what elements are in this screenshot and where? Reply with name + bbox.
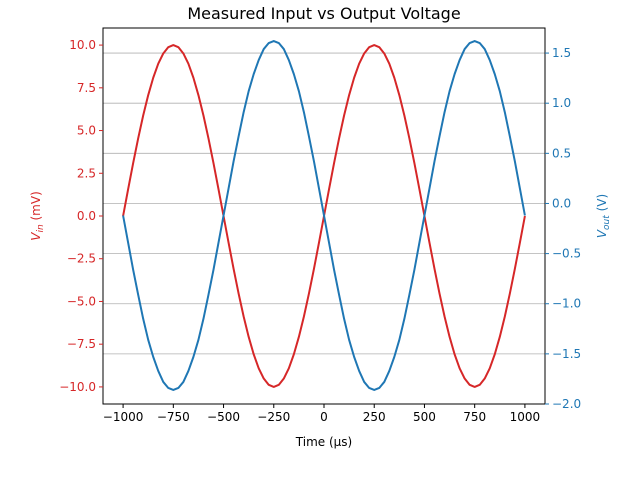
y-left-label-sub: in <box>36 224 46 233</box>
y-right-label-unit: (V) <box>595 194 609 215</box>
y-left-tick-label: 5.0 <box>77 124 96 138</box>
series-layer <box>122 40 526 391</box>
y-left-tick-label: 2.5 <box>77 166 96 180</box>
x-tick-label: −1000 <box>103 410 144 424</box>
x-axis-label: Time (μs) <box>295 435 352 449</box>
vout-line <box>122 40 526 391</box>
y-right-tick-label: −0.5 <box>552 247 581 261</box>
y-left-label-base: V <box>29 232 43 241</box>
y-right-tick-label: −1.5 <box>552 347 581 361</box>
y-right-tick-label: 1.0 <box>552 96 571 110</box>
y-left-tick-label: 10.0 <box>69 38 96 52</box>
x-tick-label: 0 <box>320 410 328 424</box>
y-left-label-unit: (mV) <box>29 191 43 224</box>
y-right-tick-label: 0.0 <box>552 196 571 210</box>
y-left-tick-label: 7.5 <box>77 81 96 95</box>
x-tick-label: −250 <box>257 410 290 424</box>
x-tick-label: 750 <box>463 410 486 424</box>
y-right-axis-label: Vout (V) <box>595 194 612 238</box>
y-right-tick-label: −2.0 <box>552 397 581 411</box>
y-right-axis: −2.0 −1.5 −1.0 −0.5 0.0 0.5 1.0 1.5 <box>545 46 581 411</box>
y-right-tick-label: 0.5 <box>552 146 571 160</box>
y-left-tick-label: −5.0 <box>67 294 96 308</box>
y-right-tick-label: −1.0 <box>552 297 581 311</box>
y-left-axis: −10.0 −7.5 −5.0 −2.5 0.0 2.5 5.0 7.5 10.0 <box>59 38 103 394</box>
y-left-tick-label: −10.0 <box>59 380 96 394</box>
y-left-tick-label: −2.5 <box>67 252 96 266</box>
grid <box>103 52 545 405</box>
y-left-tick-label: 0.0 <box>77 209 96 223</box>
y-right-label-base: V <box>595 229 609 238</box>
y-right-tick-label: 1.5 <box>552 46 571 60</box>
x-tick-label: 250 <box>363 410 386 424</box>
x-tick-label: −750 <box>157 410 190 424</box>
x-tick-label: 500 <box>413 410 436 424</box>
y-left-tick-label: −7.5 <box>67 337 96 351</box>
x-tick-label: 1000 <box>510 410 541 424</box>
y-right-label-sub: out <box>602 215 612 230</box>
chart-title: Measured Input vs Output Voltage <box>187 4 460 23</box>
x-tick-label: −500 <box>207 410 240 424</box>
x-axis: −1000 −750 −500 −250 0 250 500 750 1000 <box>103 404 540 424</box>
y-left-axis-label: Vin (mV) <box>29 191 46 241</box>
